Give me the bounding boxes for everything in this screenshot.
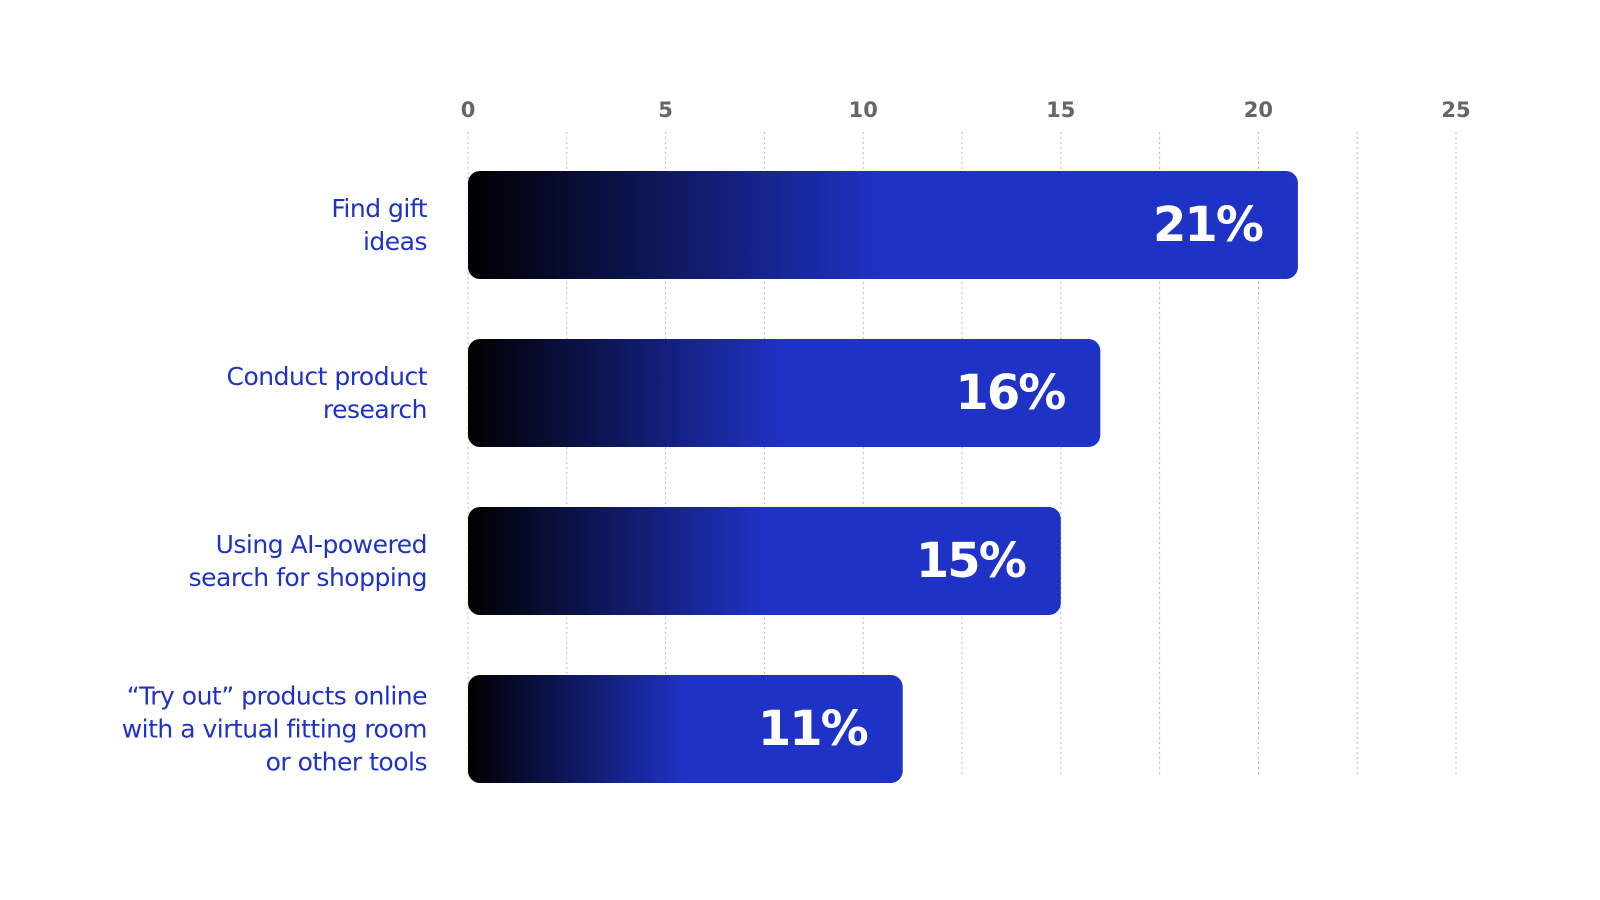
x-tick-label: 25	[1441, 98, 1470, 122]
value-label: 16%	[955, 365, 1065, 421]
y-tick-label: “Try out” products online with a virtual…	[121, 681, 428, 777]
y-tick-label: Using AI-powered search for shopping	[188, 530, 428, 592]
bar	[468, 675, 903, 783]
x-tick-label: 15	[1046, 98, 1075, 122]
x-tick-label: 5	[658, 98, 673, 122]
x-tick-label: 20	[1244, 98, 1273, 122]
y-tick-label: Conduct product research	[226, 362, 428, 424]
value-label: 11%	[758, 701, 868, 757]
value-label: 21%	[1153, 197, 1263, 253]
value-label: 15%	[916, 533, 1026, 589]
y-tick-label: Find gift ideas	[331, 194, 427, 256]
x-tick-label: 0	[461, 98, 476, 122]
bar	[468, 339, 1101, 447]
bar	[468, 507, 1061, 615]
x-tick-label: 10	[849, 98, 878, 122]
bar	[468, 171, 1298, 279]
